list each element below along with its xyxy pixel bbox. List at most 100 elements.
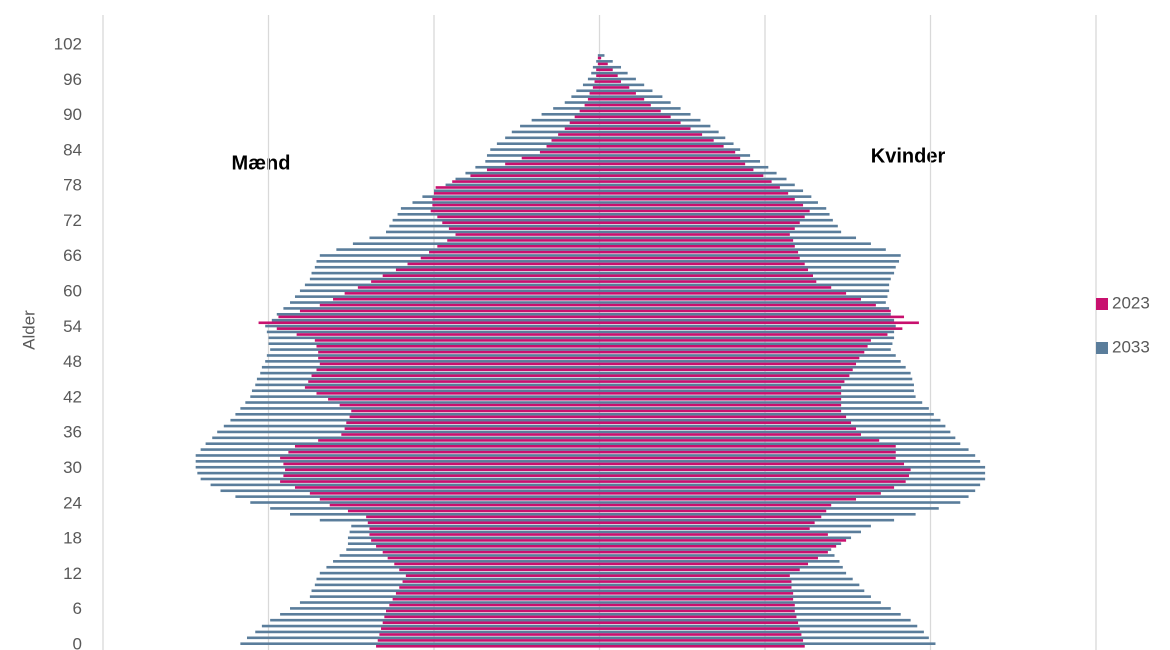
- bar: [314, 265, 600, 269]
- bar: [599, 107, 681, 110]
- bar: [599, 533, 828, 536]
- bar: [304, 386, 600, 389]
- bar: [599, 603, 795, 607]
- bar: [235, 412, 600, 416]
- bar: [599, 292, 847, 295]
- bar: [599, 80, 622, 83]
- bar: [599, 471, 986, 475]
- bar: [541, 112, 600, 116]
- bar: [280, 612, 600, 616]
- bar: [299, 601, 600, 604]
- bar: [599, 556, 818, 560]
- bar: [599, 618, 911, 622]
- bar: [240, 407, 600, 410]
- bar: [195, 454, 600, 457]
- bar: [599, 215, 805, 219]
- bar: [599, 148, 741, 151]
- bar: [452, 180, 600, 183]
- y-tick-label: 84: [63, 140, 82, 159]
- bar: [448, 227, 600, 230]
- bar: [569, 121, 600, 125]
- bar: [599, 154, 751, 157]
- bar: [599, 536, 852, 540]
- bar: [217, 430, 600, 434]
- bar: [268, 336, 600, 340]
- y-tick-label: 42: [63, 387, 82, 406]
- bar: [599, 195, 812, 198]
- bar: [599, 297, 861, 301]
- bar: [407, 262, 600, 266]
- bar: [599, 445, 896, 448]
- bar: [599, 142, 734, 145]
- bar: [599, 550, 828, 554]
- bar: [397, 212, 600, 216]
- bar: [599, 121, 681, 125]
- bar: [465, 171, 600, 175]
- bar: [223, 424, 600, 428]
- bar: [496, 142, 600, 145]
- bar: [599, 324, 896, 328]
- bar: [599, 636, 929, 640]
- bar: [599, 489, 976, 493]
- bar: [599, 465, 986, 469]
- bar: [599, 439, 880, 442]
- bar: [271, 318, 600, 322]
- bar: [599, 639, 804, 642]
- bar: [265, 360, 600, 363]
- bar: [386, 230, 600, 234]
- bar: [357, 286, 600, 289]
- bar: [599, 560, 840, 563]
- bar: [592, 65, 600, 69]
- bar: [366, 515, 600, 519]
- bar: [582, 83, 600, 87]
- bar: [599, 507, 939, 510]
- bar: [599, 118, 701, 122]
- bar: [379, 633, 600, 636]
- bar: [400, 207, 600, 210]
- bar: [261, 365, 600, 369]
- bar: [599, 336, 895, 340]
- bar: [389, 224, 600, 228]
- bar: [599, 436, 956, 440]
- bar: [394, 562, 600, 566]
- bar: [599, 274, 813, 278]
- bar: [599, 262, 805, 266]
- bar: [316, 392, 600, 395]
- bar: [319, 571, 600, 575]
- bar: [599, 601, 881, 604]
- bar: [520, 124, 600, 128]
- bar: [422, 195, 600, 198]
- bar: [599, 409, 842, 413]
- bar: [599, 571, 847, 575]
- bar: [328, 397, 600, 401]
- bar: [599, 645, 805, 648]
- bar: [599, 597, 794, 601]
- bar: [599, 230, 842, 234]
- bar: [599, 562, 809, 566]
- y-tick-label: 72: [63, 211, 82, 230]
- bar: [351, 524, 600, 528]
- bar: [599, 242, 871, 245]
- bar: [599, 515, 822, 519]
- bar: [599, 548, 832, 551]
- y-tick-label: 6: [73, 599, 82, 618]
- bar: [599, 86, 630, 89]
- bar: [599, 112, 691, 116]
- bar: [599, 589, 865, 593]
- bar: [432, 203, 600, 207]
- bar: [599, 418, 941, 422]
- bar: [376, 645, 600, 648]
- bar: [599, 103, 651, 107]
- bar: [599, 248, 886, 251]
- bar: [599, 192, 789, 195]
- bar: [599, 630, 924, 634]
- bar: [442, 221, 600, 225]
- bar: [256, 377, 600, 381]
- bar: [599, 250, 799, 254]
- bar: [599, 256, 800, 260]
- bar: [276, 327, 600, 330]
- y-tick-label: 0: [73, 634, 82, 650]
- bar: [200, 477, 600, 481]
- bar: [599, 592, 794, 595]
- bar: [445, 183, 600, 187]
